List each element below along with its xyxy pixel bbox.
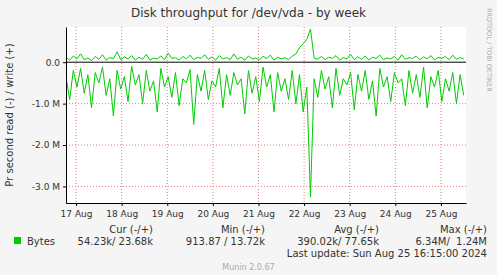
legend-swatch [14,237,21,244]
x-grid-line [440,27,441,203]
x-tick-mark [441,203,442,206]
x-grid-line [349,27,350,203]
x-tick: 17 Aug [61,203,93,219]
zero-line [66,62,466,63]
legend-column-header: Max (-/+) [440,224,487,235]
x-tick-mark [258,203,259,206]
x-tick-label: 18 Aug [106,209,138,219]
x-grid-line [76,27,77,203]
x-tick: 20 Aug [197,203,229,219]
y-tick-label: 0.0 [46,58,61,68]
y-tick-label: -1.0 M [32,99,60,109]
x-tick: 21 Aug [243,203,275,219]
x-tick-mark [167,203,168,206]
y-tick: -1.0 M [32,99,66,109]
x-grid-line [121,27,122,203]
legend-label: Bytes [27,236,55,247]
y-tick-mark [63,186,66,187]
series-line [66,66,464,196]
x-tick: 23 Aug [334,203,366,219]
legend-value: 6.34M/ 1.24M [415,236,487,247]
x-tick-mark [76,203,77,206]
legend-value: 913.87 / 13.72k [186,236,265,247]
x-tick-mark [213,203,214,206]
legend-column-header: Avg (-/+) [334,224,379,235]
series-line [66,29,464,60]
y-tick: -2.0 M [32,140,66,150]
x-tick-label: 17 Aug [61,209,93,219]
x-tick: 24 Aug [380,203,412,219]
x-tick-label: 22 Aug [289,209,321,219]
background [0,0,497,275]
x-tick-label: 20 Aug [197,209,229,219]
x-tick-label: 23 Aug [334,209,366,219]
y-axis-line [66,28,67,204]
x-tick-label: 19 Aug [152,209,184,219]
chart: 17 Aug 18 Aug 19 Aug 20 Aug 21 Aug 22 Aug 23 A… [0,0,497,275]
x-tick-mark [395,203,396,206]
y-grid-line [66,186,466,187]
legend: Bytes Cur (-/+) Min (-/+) Avg (-/+) Max (-/+… [14,224,487,247]
x-tick: 18 Aug [106,203,138,219]
x-grid-line [212,27,213,203]
side-text: RRDTOOL / TOBI OETIKER [485,8,493,92]
x-tick-label: 21 Aug [243,209,275,219]
x-tick: 25 Aug [425,203,457,219]
x-tick: 22 Aug [289,203,321,219]
title: Disk throughput for /dev/vda - by week [131,6,366,20]
x-grid-line [304,27,305,203]
y-tick-label: -2.0 M [32,140,60,150]
series-group [66,29,464,197]
legend-column-header: Min (-/+) [221,224,265,235]
y-tick: 0.0 [46,58,66,68]
x-axis-line [67,203,467,204]
footer: Last update: Sun Aug 25 16:15:00 2024 [287,248,487,259]
credit: Munin 2.0.67 [222,263,274,272]
legend-value: 54.23k/ 23.68k [78,236,154,247]
x-grid-line [395,27,396,203]
x-tick-label: 24 Aug [380,209,412,219]
y-axis-title: Pr second read (-) / write (+) [4,43,15,186]
x-tick-mark [122,203,123,206]
y-tick-mark [63,145,66,146]
y-tick-label: -3.0 M [32,182,60,192]
grid [66,27,466,203]
x-tick: 19 Aug [152,203,184,219]
y-grid-line [66,145,466,146]
x-tick-mark [350,203,351,206]
y-axis: -3.0 M -2.0 M -1.0 M 0.0 [32,28,67,204]
plot-area [66,27,466,203]
x-grid-line [258,27,259,203]
x-axis: 17 Aug 18 Aug 19 Aug 20 Aug 21 Aug 22 Aug 23 A… [61,203,467,219]
x-tick-mark [304,203,305,206]
y-tick-mark [63,104,66,105]
y-tick: -3.0 M [32,182,66,192]
y-tick-mark [63,62,66,63]
x-tick-label: 25 Aug [425,209,457,219]
legend-value: 390.02k/ 77.65k [297,236,379,247]
legend-column-header: Cur (-/+) [109,224,153,235]
